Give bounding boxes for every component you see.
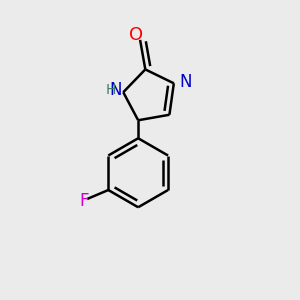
Text: N: N (179, 73, 192, 91)
Text: N: N (109, 81, 122, 99)
Text: H: H (106, 83, 116, 97)
Text: F: F (79, 191, 89, 209)
Text: O: O (128, 26, 143, 44)
